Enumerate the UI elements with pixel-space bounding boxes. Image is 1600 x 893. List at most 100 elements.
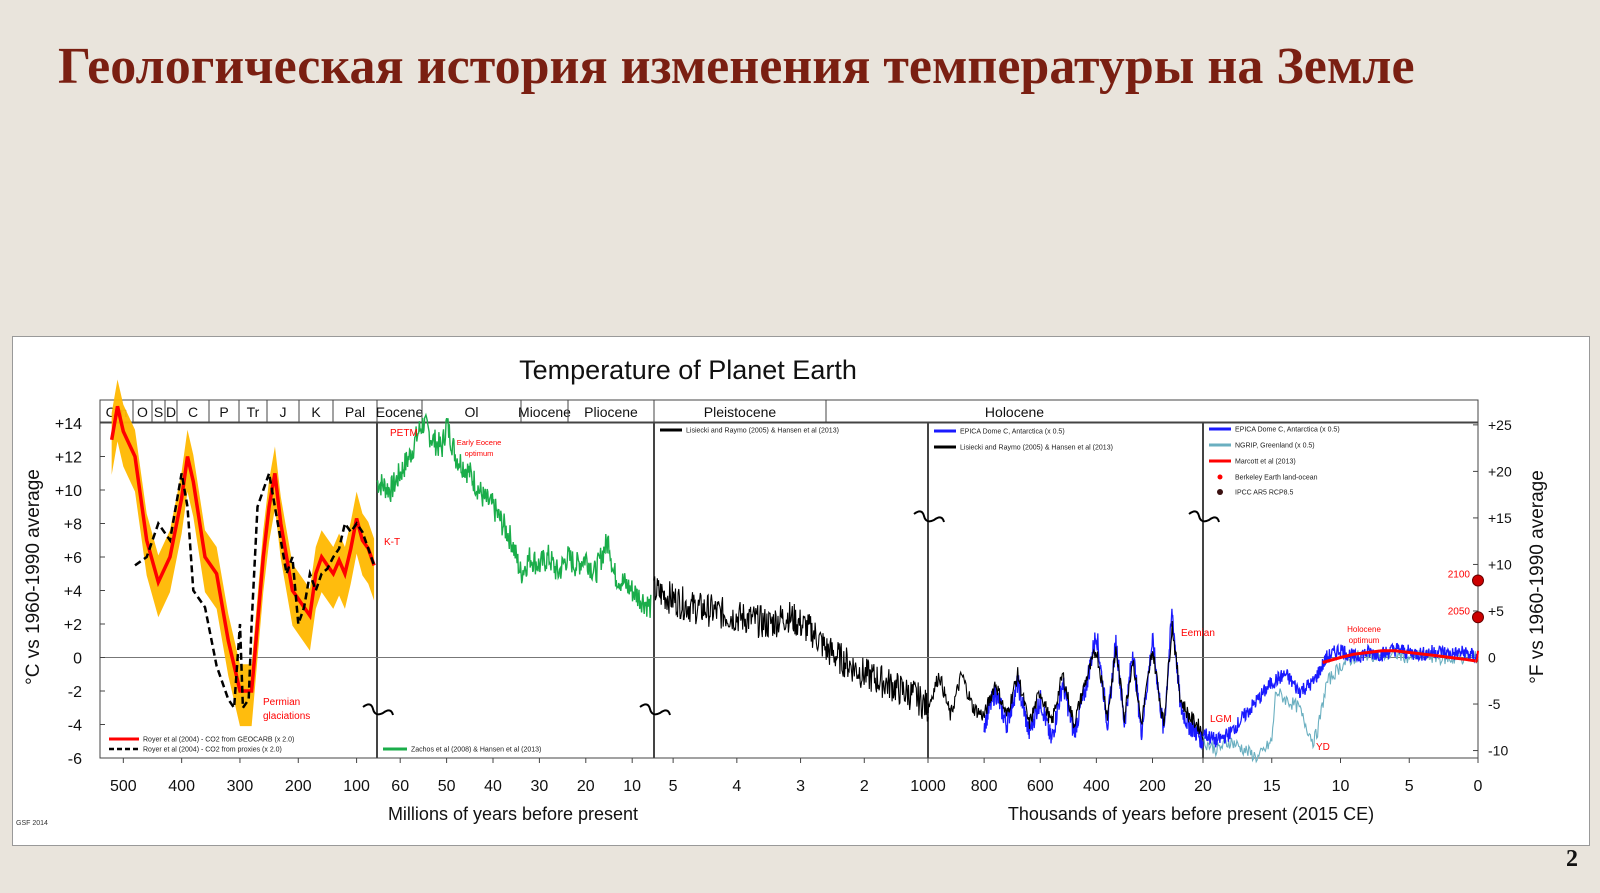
- credit-label: GSF 2014: [16, 820, 48, 827]
- x-tick-label: 10: [1332, 778, 1350, 795]
- y-tick-label-right: +20: [1488, 463, 1512, 479]
- era-label: Ol: [465, 404, 479, 420]
- annotation-label: optimum: [465, 449, 494, 458]
- legend-label: IPCC AR5 RCP8.5: [1235, 490, 1293, 497]
- era-label: Holocene: [985, 404, 1044, 420]
- chart-series: 2050 2100: [109, 379, 1484, 764]
- annotation-label: glaciations: [263, 711, 310, 722]
- annotation-label: Eemian: [1181, 628, 1215, 639]
- era-header: CmOSDCPTrJKPalEoceneOlMiocenePliocenePle…: [99, 399, 1479, 423]
- era-label: C: [188, 404, 198, 420]
- y-tick-label-right: +10: [1488, 556, 1512, 572]
- series-lisiecki-pliocene: [653, 576, 929, 722]
- annotation-label: Permian: [263, 697, 300, 708]
- annotation-label: YD: [1316, 742, 1330, 753]
- annotation-label: Holocene: [1347, 625, 1381, 634]
- era-label: Eocene: [376, 404, 424, 420]
- chart-figure: Temperature of Planet Earth CmOSDCPTrJKP…: [12, 336, 1590, 846]
- x-tick-label: 5: [669, 778, 678, 795]
- era-label: Pal: [345, 404, 365, 420]
- ipcc-point: [1472, 574, 1484, 587]
- legend-label: Lisiecki and Raymo (2005) & Hansen et al…: [686, 428, 839, 435]
- x-tick-label: 1000: [910, 778, 946, 795]
- axis-break-mark: [639, 703, 671, 716]
- legend-label: Berkeley Earth land-ocean: [1235, 475, 1318, 482]
- y-tick-label: +10: [55, 483, 82, 500]
- axis-break-mark: [913, 510, 945, 523]
- y-tick-label: +8: [64, 517, 82, 534]
- y-tick-label-right: 0: [1488, 650, 1496, 666]
- x-tick-label: 300: [227, 778, 254, 795]
- y-tick-label-right: +5: [1488, 603, 1504, 619]
- era-label: J: [280, 404, 287, 420]
- annotation-label: LGM: [1210, 714, 1232, 725]
- annotation-label: Early Eocene: [457, 438, 502, 447]
- legend-label: Lisiecki and Raymo (2005) & Hansen et al…: [960, 445, 1113, 452]
- legend-label: EPICA Dome C, Antarctica (x 0.5): [960, 429, 1065, 436]
- chart-annotations: Permian glaciations K-T PETM Early Eocene opt…: [263, 428, 1381, 753]
- annotation-label: optimum: [1349, 636, 1380, 645]
- left-y-axis-label: °C vs 1960-1990 average: [23, 469, 44, 685]
- ipcc-point-label: 2050: [1448, 606, 1471, 617]
- era-label: D: [166, 404, 176, 420]
- era-label: Tr: [247, 404, 260, 420]
- y-tick-label-right: -5: [1488, 696, 1501, 712]
- x-tick-label: 4: [732, 778, 741, 795]
- era-label: K: [311, 404, 321, 420]
- legend-swatch: [1217, 489, 1223, 495]
- series-lisiecki-pleistocene: [927, 620, 1204, 741]
- x-tick-label: 60: [391, 778, 409, 795]
- x-tick-label: 600: [1027, 778, 1054, 795]
- series-ngrip: [1202, 646, 1479, 764]
- y-tick-label: +2: [64, 617, 82, 634]
- y-tick-label: +12: [55, 450, 82, 467]
- era-label: Pliocene: [584, 404, 638, 420]
- x-tick-label: 50: [438, 778, 456, 795]
- ipcc-point: [1472, 611, 1484, 624]
- era-label: P: [219, 404, 228, 420]
- x-tick-label: 2: [860, 778, 869, 795]
- series-marcott: [1322, 649, 1476, 664]
- series-royer-geocarb: [109, 405, 376, 693]
- series-zachos: [376, 412, 652, 618]
- y-tick-label: +14: [55, 416, 82, 433]
- series-berkeley: [1474, 650, 1479, 663]
- x-tick-label: 200: [285, 778, 312, 795]
- chart-title: Temperature of Planet Earth: [519, 355, 857, 385]
- royer-uncertainty-band: [111, 379, 375, 727]
- ipcc-point-label: 2100: [1448, 569, 1471, 580]
- x-tick-label: 500: [110, 778, 137, 795]
- y-tick-label: +4: [64, 584, 82, 601]
- x-tick-label: 3: [796, 778, 805, 795]
- x-tick-label: 800: [971, 778, 998, 795]
- y-tick-label-right: +15: [1488, 510, 1512, 526]
- x-tick-label: 0: [1474, 778, 1483, 795]
- x-tick-label: 15: [1263, 778, 1281, 795]
- x-tick-label: 100: [343, 778, 370, 795]
- era-label: O: [137, 404, 148, 420]
- x-tick-label: 10: [623, 778, 641, 795]
- x-axis-label-millions: Millions of years before present: [388, 804, 638, 824]
- legend-label: NGRIP, Greenland (x 0.5): [1235, 443, 1315, 450]
- y-tick-label-right: +25: [1488, 417, 1512, 433]
- legend-label: Zachos et al (2008) & Hansen et al (2013…: [411, 747, 541, 754]
- y-tick-label: -6: [68, 751, 82, 768]
- y-tick-label-right: -10: [1488, 743, 1508, 759]
- y-tick-label: -4: [68, 718, 82, 735]
- slide-title: Геологическая история изменения температ…: [58, 38, 1415, 95]
- y-tick-label: -2: [68, 684, 82, 701]
- x-tick-label: 5: [1405, 778, 1414, 795]
- y-tick-label: +6: [64, 550, 82, 567]
- legend-label: Royer et al (2004) - CO2 from proxies (x…: [143, 747, 282, 754]
- series-royer-proxies: [134, 468, 376, 712]
- era-header-box: [99, 399, 1479, 423]
- annotation-label: K-T: [384, 537, 400, 548]
- y-tick-label: 0: [73, 651, 82, 668]
- x-tick-label: 30: [530, 778, 548, 795]
- annotation-label: PETM: [390, 428, 418, 439]
- legend-label: Royer et al (2004) - CO2 from GEOCARB (x…: [143, 737, 294, 744]
- right-y-axis-label: °F vs 1960-1990 average: [1527, 470, 1548, 684]
- x-tick-label: 40: [484, 778, 502, 795]
- legend-label: EPICA Dome C, Antarctica (x 0.5): [1235, 427, 1340, 434]
- x-tick-label: 20: [577, 778, 595, 795]
